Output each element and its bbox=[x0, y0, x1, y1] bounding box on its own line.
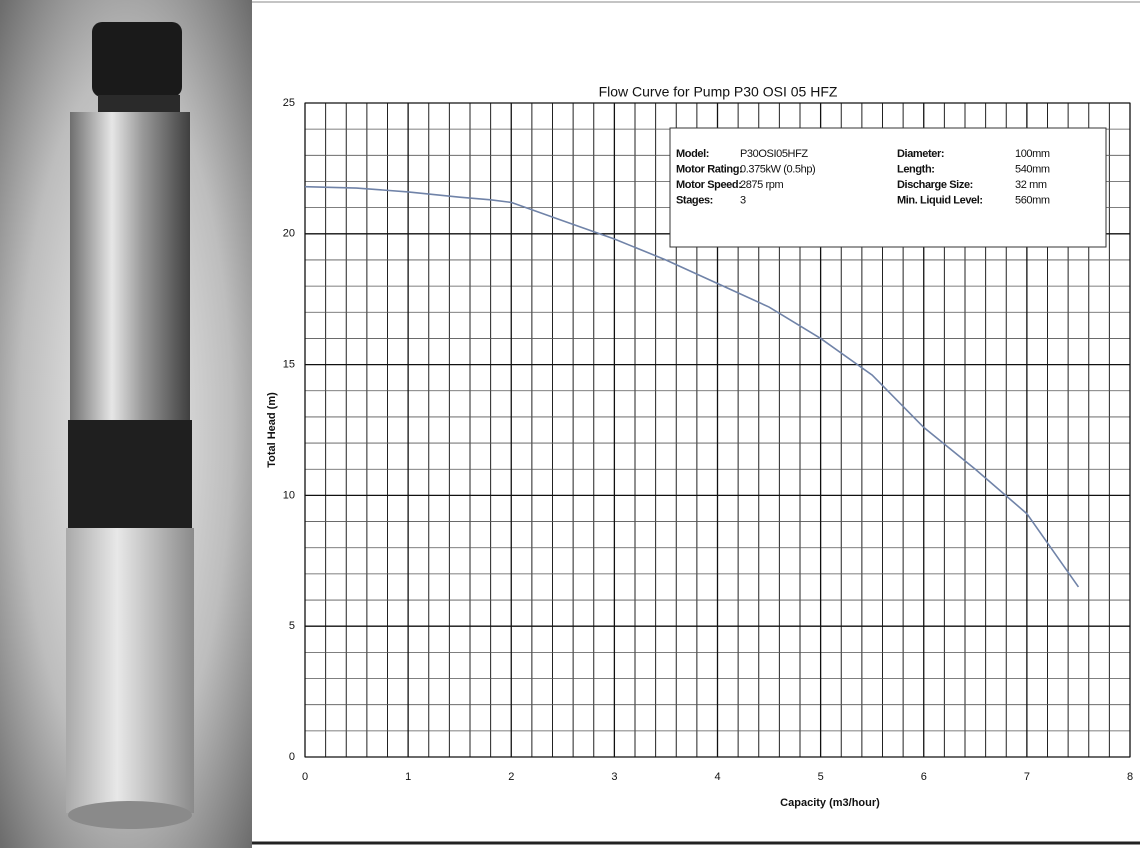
x-tick-label: 7 bbox=[1024, 771, 1030, 783]
spec-value: 560mm bbox=[1015, 194, 1050, 206]
x-tick-label: 5 bbox=[818, 771, 824, 783]
y-tick-label: 10 bbox=[283, 489, 295, 501]
spec-label: Length: bbox=[897, 163, 935, 175]
x-tick-label: 4 bbox=[714, 771, 720, 783]
pump-photo bbox=[0, 0, 252, 848]
x-axis-label: Capacity (m3/hour) bbox=[780, 797, 880, 809]
x-tick-label: 8 bbox=[1127, 771, 1133, 783]
spec-value: 2875 rpm bbox=[740, 179, 784, 191]
x-tick-label: 1 bbox=[405, 771, 411, 783]
y-tick-label: 20 bbox=[283, 228, 295, 240]
spec-value: 3 bbox=[740, 194, 746, 206]
spec-value: 100mm bbox=[1015, 148, 1050, 160]
y-tick-label: 15 bbox=[283, 359, 295, 371]
y-tick-label: 0 bbox=[289, 751, 295, 763]
spec-label: Motor Speed: bbox=[676, 179, 741, 191]
spec-label: Motor Rating: bbox=[676, 163, 742, 175]
y-axis-label: Total Head (m) bbox=[266, 392, 278, 468]
x-tick-label: 3 bbox=[611, 771, 617, 783]
page: Flow Curve for Pump P30 OSI 05 HFZ Capac… bbox=[0, 0, 1140, 848]
x-tick-label: 2 bbox=[508, 771, 514, 783]
specs-box: Model: P30OSI05HFZ Diameter: 100mm Motor Rat… bbox=[670, 128, 1106, 247]
spec-label: Diameter: bbox=[897, 148, 944, 160]
spec-label: Stages: bbox=[676, 194, 713, 206]
spec-value: 540mm bbox=[1015, 163, 1050, 175]
spec-label: Min. Liquid Level: bbox=[897, 194, 983, 206]
spec-value: 0.375kW (0.5hp) bbox=[740, 163, 815, 175]
spec-label: Discharge Size: bbox=[897, 179, 973, 191]
chart-title: Flow Curve for Pump P30 OSI 05 HFZ bbox=[599, 84, 838, 100]
y-tick-label: 25 bbox=[283, 97, 295, 109]
y-tick-label: 5 bbox=[289, 620, 295, 632]
spec-label: Model: bbox=[676, 148, 709, 160]
x-tick-label: 0 bbox=[302, 771, 308, 783]
x-tick-label: 6 bbox=[921, 771, 927, 783]
spec-value: 32 mm bbox=[1015, 179, 1047, 191]
spec-value: P30OSI05HFZ bbox=[740, 148, 808, 160]
